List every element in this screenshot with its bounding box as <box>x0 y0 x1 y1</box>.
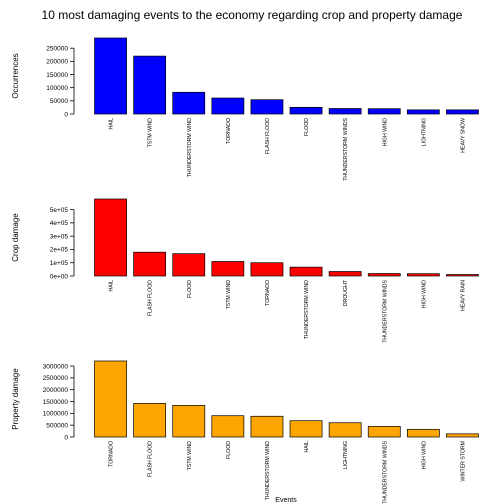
bar <box>94 37 127 115</box>
bar <box>250 99 284 115</box>
bar <box>289 106 323 115</box>
bar <box>133 403 167 438</box>
y-tick-label: 500000 <box>46 422 68 429</box>
x-axis-title: Events <box>275 497 297 504</box>
chart-title: 10 most damaging events to the economy r… <box>42 8 463 22</box>
y-tick-label: 2000000 <box>43 387 69 394</box>
x-category-label: TORNADO <box>226 118 232 144</box>
x-category-label: TSTM WIND <box>187 441 193 471</box>
x-category-label: TSTM WIND <box>148 118 154 148</box>
x-category-label: HAIL <box>109 118 115 130</box>
y-tick-label: 2500000 <box>43 375 69 382</box>
x-category-label: FLOOD <box>187 280 193 298</box>
bar <box>133 251 167 277</box>
y-tick-label: 1500000 <box>43 399 69 406</box>
x-category-label: FLOOD <box>226 441 232 459</box>
y-tick-label: 3000000 <box>43 363 69 370</box>
y-tick-label: 200000 <box>46 59 68 66</box>
x-category-label: HEAVY SNOW <box>460 118 466 153</box>
y-tick-label: 0 <box>64 434 68 441</box>
bar <box>328 422 362 438</box>
x-category-label: LIGHTNING <box>343 441 349 469</box>
bar <box>406 428 440 438</box>
x-category-label: THUNDERSTORM WINDS <box>382 440 388 503</box>
y-tick-label: 1000000 <box>43 411 69 418</box>
bar <box>367 108 401 115</box>
x-category-label: WINTER STORM <box>460 441 466 482</box>
x-category-label: TORNADO <box>109 441 115 467</box>
bar <box>367 273 401 277</box>
bar <box>446 109 479 115</box>
x-category-label: FLASH FLOOD <box>148 441 154 477</box>
x-category-label: HAIL <box>109 280 115 292</box>
x-category-label: HIGH WIND <box>421 280 427 308</box>
bar <box>94 198 127 277</box>
bar <box>172 253 206 277</box>
bar <box>446 274 479 277</box>
x-category-label: DROUGHT <box>343 279 349 306</box>
x-category-label: FLOOD <box>304 118 310 136</box>
x-category-label: TSTM WIND <box>226 280 232 310</box>
bar <box>94 360 127 438</box>
y-tick-label: 5e+05 <box>50 207 69 214</box>
bar <box>328 108 362 115</box>
x-category-label: THUNDERSTORM WIND <box>304 280 310 340</box>
y-tick-label: 150000 <box>46 72 68 79</box>
x-category-label: THUNDERSTORM WINDS <box>343 117 349 180</box>
bar <box>211 97 245 115</box>
bar <box>172 91 206 115</box>
bar <box>250 262 284 277</box>
x-category-label: THUNDERSTORM WINDS <box>382 279 388 342</box>
x-category-label: FLASH FLOOD <box>148 280 154 316</box>
y-axis-title: Crop damage <box>11 213 20 262</box>
x-category-label: THUNDERSTORM WIND <box>265 441 271 501</box>
bar <box>211 415 245 438</box>
bar <box>211 261 245 277</box>
bar <box>367 426 401 438</box>
y-tick-label: 4e+05 <box>50 220 69 227</box>
y-axis-title: Occurrences <box>11 53 20 98</box>
x-category-label: HAIL <box>304 441 310 453</box>
y-tick-label: 3e+05 <box>50 233 69 240</box>
x-category-label: HIGH WIND <box>382 118 388 146</box>
y-tick-label: 2e+05 <box>50 247 69 254</box>
bar <box>328 271 362 277</box>
bar <box>289 266 323 277</box>
bar <box>250 415 284 438</box>
x-category-label: LIGHTNING <box>421 118 427 146</box>
y-tick-label: 100000 <box>46 85 68 92</box>
y-tick-label: 0 <box>64 111 68 118</box>
bar <box>406 273 440 277</box>
x-category-label: FLASH FLOOD <box>265 118 271 154</box>
bar <box>133 55 167 115</box>
y-tick-label: 50000 <box>50 98 68 105</box>
y-tick-label: 0e+00 <box>50 273 69 280</box>
x-category-label: THUNDERSTORM WIND <box>187 118 193 178</box>
x-category-label: HIGH WIND <box>421 441 427 469</box>
bar <box>406 109 440 115</box>
bar <box>172 405 206 438</box>
y-axis-title: Property damage <box>11 368 20 430</box>
bar <box>446 433 479 438</box>
y-tick-label: 250000 <box>46 45 68 52</box>
x-category-label: HEAVY RAIN <box>460 280 466 311</box>
x-category-label: TORNADO <box>265 280 271 306</box>
bar <box>289 420 323 438</box>
y-tick-label: 1e+05 <box>50 260 69 267</box>
